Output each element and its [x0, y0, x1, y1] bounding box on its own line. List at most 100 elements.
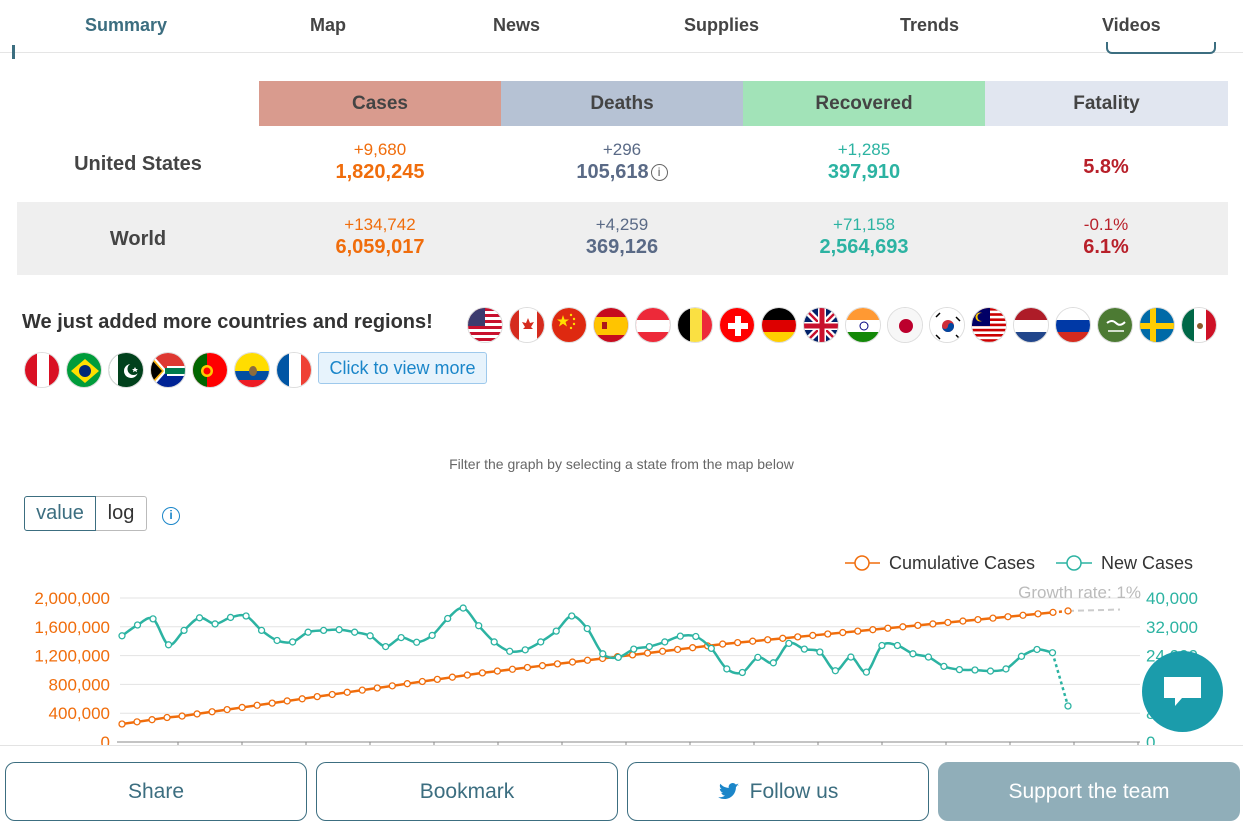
new-cases-point [1064, 702, 1072, 710]
growth-trend-line [1067, 608, 1121, 612]
new-cases-point [1017, 652, 1026, 660]
pakistan-flag-icon[interactable] [108, 352, 144, 388]
peru-flag-icon[interactable] [24, 352, 60, 388]
cumulative-point [463, 671, 472, 679]
row-label-world: World [109, 228, 167, 250]
cumulative-point [884, 624, 892, 632]
us-deaths: +296 105,618 i [501, 141, 743, 185]
austria-flag-icon[interactable] [635, 307, 671, 343]
us-cases: +9,680 1,820,245 [259, 141, 501, 185]
left-axis-tick: 800,000 [49, 675, 110, 694]
right-axis-tick: 40,000 [1146, 589, 1198, 608]
canada-flag-icon[interactable] [509, 307, 545, 343]
tab-supplies[interactable]: Supplies [684, 15, 760, 35]
scale-info-icon[interactable]: i [162, 507, 180, 525]
new-cases-point [149, 615, 157, 623]
cumulative-point [1004, 613, 1012, 621]
follow-us-button[interactable]: Follow us [627, 762, 929, 821]
tab-map[interactable]: Map [310, 15, 346, 35]
new-cases-point [164, 641, 173, 649]
russia-flag-icon[interactable] [1055, 307, 1091, 343]
new-cases-point [707, 644, 715, 653]
cumulative-point [734, 638, 742, 647]
new-cases-point [1033, 645, 1041, 654]
scale-value-button[interactable]: value [24, 496, 96, 531]
south-africa-flag-icon[interactable] [150, 352, 186, 388]
legend-new-marker [1066, 555, 1082, 571]
tab-news[interactable]: News [493, 15, 541, 35]
india-flag-icon[interactable] [845, 307, 881, 343]
new-cases-point [630, 645, 638, 653]
netherlands-flag-icon[interactable] [1013, 307, 1049, 343]
cumulative-point [718, 640, 727, 648]
support-button[interactable]: Support the team [938, 762, 1240, 821]
new-cases-point [568, 612, 576, 620]
malaysia-flag-icon[interactable] [971, 307, 1007, 343]
world-recovered: +71,158 2,564,693 [743, 216, 985, 260]
new-cases-point [319, 626, 328, 635]
cumulative-point [268, 699, 276, 707]
new-cases-point [769, 659, 777, 667]
cumulative-point [328, 690, 336, 699]
new-cases-point [893, 641, 902, 650]
new-cases-projection [1051, 652, 1070, 707]
china-flag-icon[interactable] [551, 307, 587, 343]
cumulative-point [238, 703, 246, 712]
brazil-flag-icon[interactable] [66, 352, 102, 388]
new-cases-point [304, 628, 312, 636]
cumulative-point [688, 644, 697, 652]
japan-flag-icon[interactable] [887, 307, 923, 343]
new-cases-point [428, 631, 436, 640]
left-axis: 2,000,000 1,600,000 1,200,000 800,000 400,00… [34, 589, 110, 745]
new-cases-point [552, 627, 560, 635]
share-button[interactable]: Share [5, 762, 307, 821]
new-cases-point [862, 668, 871, 676]
bookmark-button[interactable]: Bookmark [316, 762, 618, 821]
growth-rate-annotation: Growth rate: 1% [1018, 583, 1141, 602]
legend-new-label: New Cases [1101, 553, 1193, 573]
chart-grid [117, 597, 1140, 745]
us-recovered: +1,285 397,910 [743, 141, 985, 185]
south-korea-flag-icon[interactable] [929, 307, 965, 343]
cases-chart[interactable]: 2,000,000 1,600,000 1,200,000 800,000 400,00… [0, 545, 1243, 745]
spain-flag-icon[interactable] [593, 307, 629, 343]
info-icon[interactable]: i [650, 164, 668, 181]
new-cases-point [800, 645, 809, 653]
cumulative-point [568, 658, 577, 666]
switzerland-flag-icon[interactable] [719, 307, 755, 343]
top-nav: Summary Map News Supplies Trends Videos [0, 0, 1243, 53]
cumulative-point [839, 628, 847, 637]
scale-log-button[interactable]: log [96, 496, 147, 531]
tab-trends[interactable]: Trends [900, 15, 960, 35]
new-cases-point [986, 667, 995, 675]
france-flag-icon[interactable] [276, 352, 312, 388]
sweden-flag-icon[interactable] [1139, 307, 1175, 343]
world-fatality: -0.1% 6.1% [985, 216, 1227, 260]
tab-videos[interactable]: Videos [1102, 15, 1161, 35]
us-cases-total: 1,820,245 [335, 161, 425, 183]
ecuador-flag-icon[interactable] [234, 352, 270, 388]
tab-summary[interactable]: Summary [85, 15, 168, 35]
row-label-us: United States [74, 153, 202, 175]
uk-flag-icon[interactable] [803, 307, 839, 343]
chat-button[interactable] [1142, 651, 1223, 732]
belgium-flag-icon[interactable] [677, 307, 713, 343]
world-fatality-delta: -0.1% [1083, 215, 1129, 234]
chat-icon [1164, 677, 1201, 706]
saudi-arabia-flag-icon[interactable] [1097, 307, 1133, 343]
view-more-button[interactable]: Click to view more [318, 352, 487, 384]
legend-cumulative-label: Cumulative Cases [889, 553, 1035, 573]
cumulative-point [373, 684, 381, 692]
cumulative-point [508, 665, 517, 673]
cumulative-point [673, 645, 682, 654]
portugal-flag-icon[interactable] [192, 352, 228, 388]
new-cases-point [490, 638, 498, 646]
new-cases-point [645, 642, 653, 651]
germany-flag-icon[interactable] [761, 307, 797, 343]
cumulative-point [523, 663, 532, 672]
us-flag-icon[interactable] [467, 307, 503, 343]
new-cases-point [1002, 665, 1010, 673]
cumulative-point [1049, 608, 1057, 617]
cumulative-point [193, 710, 201, 718]
mexico-flag-icon[interactable] [1181, 307, 1217, 343]
